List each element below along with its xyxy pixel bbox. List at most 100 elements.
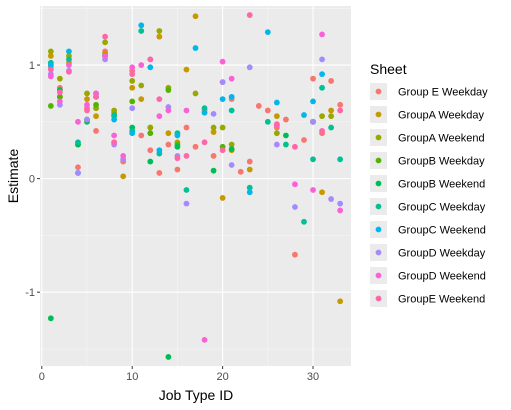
minor-gridlines — [40, 6, 351, 366]
data-point — [219, 147, 226, 154]
data-point — [47, 53, 54, 59]
data-point — [219, 195, 226, 201]
legend-key-marker — [375, 157, 382, 164]
legend-label: GroupA Weekend — [398, 133, 485, 145]
data-point — [111, 139, 118, 146]
data-point — [93, 113, 99, 120]
data-point — [183, 200, 190, 207]
legend-label: Group E Weekday — [398, 87, 488, 99]
data-point — [120, 153, 127, 159]
data-point — [47, 62, 54, 68]
data-point — [75, 170, 81, 176]
data-point — [310, 156, 316, 163]
data-point — [165, 354, 172, 360]
data-point — [138, 22, 145, 29]
data-point — [129, 71, 136, 78]
data-point — [310, 187, 316, 193]
data-point — [264, 118, 271, 125]
data-point — [156, 28, 163, 34]
data-point — [111, 132, 118, 139]
data-point — [183, 66, 190, 73]
data-point — [66, 48, 72, 55]
data-point — [292, 181, 298, 188]
data-point — [111, 112, 118, 118]
data-point — [319, 84, 325, 91]
data-point — [174, 155, 181, 162]
data-point — [337, 101, 344, 108]
y-tick-label: 1 — [29, 60, 35, 72]
legend-title: Sheet — [370, 61, 407, 77]
data-point — [102, 33, 108, 40]
data-point — [283, 132, 289, 139]
x-axis-ticks: 0 10 20 30 — [39, 366, 319, 383]
data-point — [319, 113, 325, 120]
data-point — [210, 153, 217, 159]
data-point — [138, 28, 145, 34]
data-point — [102, 53, 108, 59]
data-point — [156, 170, 163, 176]
data-points — [47, 12, 344, 360]
data-point — [337, 298, 344, 305]
x-tick-label: 10 — [126, 371, 138, 383]
legend-label: GroupB Weekday — [398, 156, 485, 168]
y-axis-title: Estimate — [5, 149, 21, 204]
data-point — [246, 158, 253, 165]
data-point — [192, 13, 199, 20]
data-point — [255, 103, 262, 109]
x-tick-label: 0 — [39, 371, 45, 383]
data-point — [228, 162, 235, 168]
data-point — [210, 124, 217, 131]
x-axis-title: Job Type ID — [159, 387, 233, 403]
data-point — [219, 79, 226, 85]
data-point — [183, 153, 190, 159]
data-point — [201, 109, 208, 116]
data-point — [301, 112, 307, 118]
data-point — [273, 113, 280, 120]
data-point — [129, 64, 136, 71]
data-point — [246, 64, 253, 71]
data-point — [129, 130, 136, 137]
data-point — [292, 251, 298, 258]
data-point — [301, 218, 307, 225]
data-point — [165, 107, 172, 114]
data-point — [273, 99, 280, 106]
data-point — [66, 56, 72, 63]
data-point — [156, 33, 163, 40]
data-point — [319, 56, 325, 63]
data-point — [47, 48, 54, 55]
data-point — [156, 113, 163, 120]
data-point — [156, 147, 163, 154]
data-point — [219, 58, 226, 65]
data-point — [319, 128, 325, 134]
legend-key-marker — [375, 111, 382, 118]
data-point — [56, 98, 63, 105]
data-point — [66, 68, 72, 75]
data-point — [129, 78, 136, 84]
data-point — [47, 66, 54, 73]
data-point — [219, 124, 226, 131]
legend-key-marker — [375, 203, 382, 210]
data-point — [237, 168, 244, 175]
legend-label: GroupD Weekday — [398, 248, 486, 260]
data-point — [156, 96, 163, 103]
data-point — [328, 196, 335, 202]
data-point — [328, 78, 335, 84]
data-point — [228, 146, 235, 152]
legend: Group E Weekday GroupA Weekday GroupA Week… — [370, 83, 488, 307]
data-point — [165, 130, 172, 137]
data-point — [328, 124, 335, 131]
legend-label: GroupB Weekend — [398, 179, 485, 191]
data-point — [66, 62, 72, 68]
legend-key-marker — [375, 226, 382, 233]
data-point — [219, 96, 226, 103]
data-point — [337, 207, 344, 214]
data-point — [120, 173, 127, 180]
data-point — [47, 73, 54, 80]
data-point — [129, 105, 136, 112]
legend-key-marker — [375, 272, 382, 279]
data-point — [337, 156, 344, 163]
data-point — [56, 89, 63, 96]
data-point — [192, 90, 199, 97]
data-point — [228, 107, 235, 114]
